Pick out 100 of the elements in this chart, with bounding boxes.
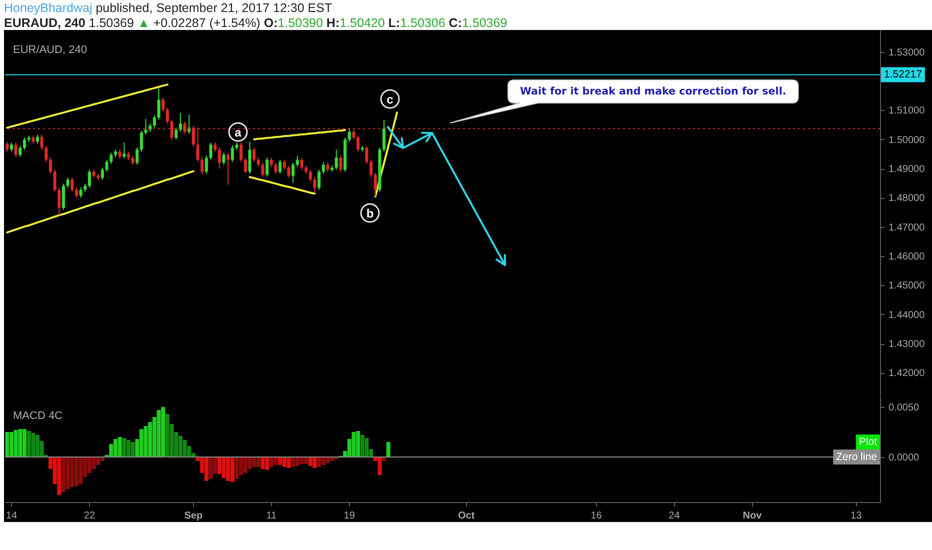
x-tick-label: 14 xyxy=(6,510,18,522)
line-series xyxy=(248,176,316,195)
annotation: b xyxy=(366,206,374,220)
y-tick-label: 0.0050 xyxy=(888,402,920,414)
bar xyxy=(282,457,286,467)
candlestick xyxy=(200,156,204,175)
candlestick xyxy=(88,169,91,188)
bar xyxy=(182,440,187,457)
candlestick xyxy=(144,118,148,136)
candlestick xyxy=(282,159,286,170)
bar xyxy=(269,457,274,467)
bar xyxy=(295,457,300,466)
candlestick xyxy=(230,144,234,162)
candlestick xyxy=(110,152,113,164)
y-tick-label: 1.47000 xyxy=(888,222,926,234)
bar xyxy=(161,407,166,457)
bar xyxy=(364,438,369,457)
candlestick xyxy=(356,135,360,152)
candlestick xyxy=(382,119,386,152)
candlestick xyxy=(6,141,9,152)
line-series xyxy=(6,170,194,234)
x-tick-label: Sep xyxy=(184,510,203,522)
bar xyxy=(352,432,356,457)
candlestick xyxy=(22,137,26,150)
candlestick xyxy=(162,97,165,112)
candlestick xyxy=(308,169,312,182)
candlestick xyxy=(40,134,44,150)
candlestick xyxy=(252,147,256,162)
text: MACD 4C xyxy=(13,410,63,422)
annotation: Plot xyxy=(858,436,878,448)
x-tick-label: 22 xyxy=(84,510,96,522)
x-tick-label: 19 xyxy=(344,510,356,522)
candlestick xyxy=(218,147,221,170)
candlestick xyxy=(66,177,70,188)
candlestick xyxy=(274,162,278,174)
bar xyxy=(57,457,62,495)
bar xyxy=(144,426,148,457)
candlestick xyxy=(339,155,342,173)
candlestick xyxy=(105,159,108,172)
bar xyxy=(130,442,135,457)
candlestick xyxy=(296,155,299,168)
ref-line-label: 1.52217 xyxy=(884,68,922,81)
candlestick xyxy=(292,162,295,184)
x-tick-label: Oct xyxy=(458,510,476,522)
bar xyxy=(321,457,326,465)
candlestick xyxy=(365,145,368,164)
bar xyxy=(66,457,70,489)
bar xyxy=(386,442,390,457)
candlestick xyxy=(136,147,139,166)
candlestick xyxy=(178,112,182,132)
candlestick xyxy=(248,141,252,174)
bar xyxy=(204,457,208,481)
bar xyxy=(5,432,10,457)
candlestick xyxy=(326,162,330,172)
candlestick xyxy=(152,114,156,128)
bar xyxy=(326,457,330,463)
bar xyxy=(122,438,126,457)
bar xyxy=(286,457,291,468)
candlestick xyxy=(374,172,377,197)
candlestick xyxy=(204,155,208,174)
x-tick-label: 24 xyxy=(668,510,680,522)
x-tick-label: 11 xyxy=(266,510,278,522)
candlestick xyxy=(270,157,273,168)
candlestick xyxy=(122,142,126,160)
x-tick-label: 16 xyxy=(590,510,602,522)
bar xyxy=(239,457,244,475)
candlestick xyxy=(318,169,321,190)
bar xyxy=(308,457,312,466)
candlestick xyxy=(240,142,243,162)
candlestick xyxy=(261,162,264,178)
candlestick xyxy=(79,186,82,198)
y-tick-label: 1.43000 xyxy=(888,339,926,350)
line-series xyxy=(6,84,168,129)
line-series xyxy=(374,112,398,198)
bar xyxy=(291,457,296,467)
bar xyxy=(378,457,382,475)
text: EUR/AUD, 240 xyxy=(13,44,87,56)
bar xyxy=(118,437,122,457)
candlestick xyxy=(256,157,260,168)
bar xyxy=(243,457,248,473)
bar xyxy=(260,457,265,469)
ref-line-label: Zero line xyxy=(836,451,878,463)
bar xyxy=(256,457,260,467)
candlestick xyxy=(62,183,65,210)
candlestick xyxy=(44,145,48,162)
candlestick xyxy=(10,142,14,152)
text: HoneyBhardwaj published, September 21, 2017 12:30 EST xyxy=(4,1,332,15)
bar xyxy=(217,457,222,474)
bar xyxy=(14,430,18,457)
y-tick-label: 1.45000 xyxy=(888,280,926,292)
line-series xyxy=(253,129,346,140)
candlestick xyxy=(287,165,290,178)
bar xyxy=(26,431,31,457)
text: EURAUD, 240 1.50369 ▲ +0.02287 (+1.54%) O:1.50390 H:1.50420 L:1.50306 C:1.50369 xyxy=(4,16,508,30)
y-tick-label: 1.51000 xyxy=(888,106,926,117)
bar xyxy=(274,457,278,465)
candlestick xyxy=(348,128,351,142)
annotation: Wait for it break and make correction for sell. xyxy=(520,86,786,98)
candlestick xyxy=(209,142,212,160)
bar xyxy=(92,457,96,469)
